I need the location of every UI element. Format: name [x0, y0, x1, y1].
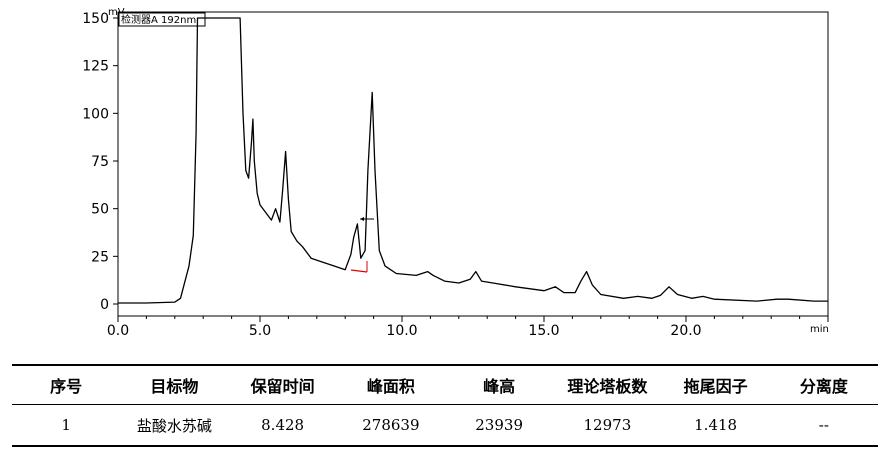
table-cell: 盐酸水苏碱: [120, 404, 229, 447]
table-body: 1 盐酸水苏碱 8.428 278639 23939 12973 1.418 --: [12, 404, 878, 447]
x-axis-ticks: 0.0 5.0 10.0 15.0 20.0: [107, 316, 829, 339]
x-tick-label: 10.0: [386, 323, 417, 339]
y-axis-unit-label: mV: [108, 7, 125, 18]
column-header: 保留时间: [228, 364, 337, 405]
series-layer: [118, 17, 828, 304]
plot-frame: [117, 11, 829, 317]
results-table: 序号 目标物 保留时间 峰面积 峰高 理论塔板数 拖尾因子 分离度 1 盐酸水苏碱 8.428 27…: [12, 364, 878, 447]
y-tick-label: 75: [91, 154, 109, 170]
x-tick-label: 0.0: [107, 323, 129, 339]
peak-markers: [350, 217, 374, 273]
y-tick-label: 150: [82, 11, 109, 27]
column-header: 序号: [12, 364, 121, 405]
column-header: 目标物: [120, 364, 229, 405]
peak-marker-arrow-icon: [360, 217, 364, 221]
y-tick-label: 0: [100, 297, 109, 313]
column-header: 峰高: [445, 364, 554, 405]
chromatogram-chart: 0 25 50 75 100 125 150 0.0 5.0 10.0 15.0 20.0 mV m…: [82, 7, 829, 339]
legend: 检测器A 192nm: [118, 12, 206, 27]
legend-box: [118, 12, 206, 27]
table-header-row: 序号 目标物 保留时间 峰面积 峰高 理论塔板数 拖尾因子 分离度: [12, 364, 878, 405]
table-cell: 278639: [336, 404, 445, 447]
column-header: 峰面积: [336, 364, 445, 405]
table-cell: 1.418: [661, 404, 770, 447]
y-tick-label: 50: [91, 202, 109, 218]
chromatogram-trace-line: [118, 17, 828, 304]
y-tick-label: 25: [91, 249, 109, 265]
table-cell: 12973: [553, 404, 662, 447]
plot-area: 0 25 50 75 100 125 150 0.0 5.0 10.0 15.0 20.0 mV m…: [82, 7, 829, 339]
table-cell: 1: [12, 404, 121, 447]
x-tick-label: 20.0: [670, 323, 701, 339]
table-cell: 23939: [445, 404, 554, 447]
x-tick-label: 5.0: [249, 323, 271, 339]
legend-entry: 检测器A 192nm: [121, 13, 196, 26]
y-axis-ticks: 0 25 50 75 100 125 150: [82, 11, 118, 313]
table-row: 1 盐酸水苏碱 8.428 278639 23939 12973 1.418 --: [12, 404, 878, 447]
column-header: 拖尾因子: [661, 364, 770, 405]
table-cell: 8.428: [228, 404, 337, 447]
y-tick-label: 125: [82, 59, 109, 75]
integration-baseline: [350, 269, 368, 273]
x-tick-label: 15.0: [528, 323, 559, 339]
x-axis-unit-label: min: [810, 324, 829, 335]
column-header: 理论塔板数: [553, 364, 662, 405]
column-header: 分离度: [769, 364, 878, 405]
y-tick-label: 100: [82, 106, 109, 122]
table-cell: --: [769, 404, 878, 447]
